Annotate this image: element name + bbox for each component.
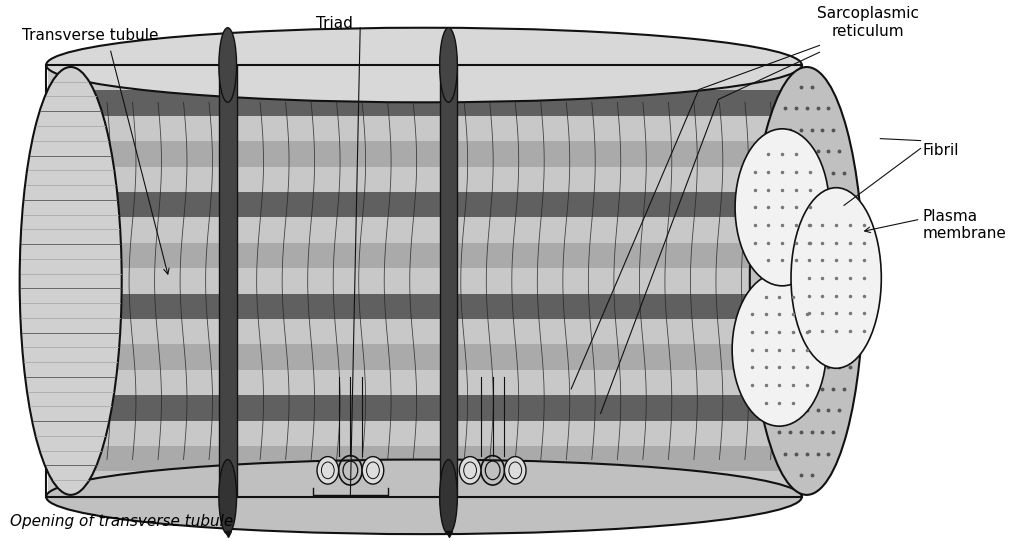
Text: Opening of transverse tubule: Opening of transverse tubule [10, 514, 233, 529]
Bar [48, 217, 800, 243]
Text: Triad: Triad [316, 16, 353, 31]
Ellipse shape [46, 459, 802, 534]
Ellipse shape [439, 28, 458, 102]
Bar [48, 319, 800, 345]
Bar [48, 446, 800, 471]
Text: Fibril: Fibril [923, 143, 959, 158]
Bar [48, 345, 800, 370]
Bar [48, 471, 800, 497]
Ellipse shape [219, 459, 237, 534]
Text: Transverse tubule: Transverse tubule [22, 29, 158, 43]
Bar [439, 65, 458, 497]
Ellipse shape [362, 457, 384, 484]
Bar [48, 370, 800, 395]
Ellipse shape [791, 188, 882, 368]
Bar [48, 268, 800, 294]
Ellipse shape [505, 457, 526, 484]
Ellipse shape [19, 67, 122, 495]
Bar [48, 192, 800, 217]
Bar [48, 167, 800, 192]
Bar [48, 141, 800, 167]
Bar [48, 65, 800, 90]
Ellipse shape [735, 129, 829, 286]
Bar [48, 294, 800, 319]
Ellipse shape [317, 457, 339, 484]
Bar [48, 116, 800, 141]
Ellipse shape [732, 273, 826, 426]
Bar [219, 65, 237, 497]
Bar [48, 421, 800, 446]
Bar [48, 395, 800, 421]
Ellipse shape [439, 459, 458, 534]
Bar [48, 243, 800, 268]
Ellipse shape [460, 457, 481, 484]
Ellipse shape [219, 28, 237, 102]
Bar [46, 65, 802, 497]
Ellipse shape [46, 28, 802, 102]
Ellipse shape [750, 67, 863, 495]
Bar [48, 90, 800, 116]
Text: Sarcoplasmic
reticulum: Sarcoplasmic reticulum [816, 6, 919, 38]
Text: Plasma
membrane: Plasma membrane [923, 209, 1007, 241]
